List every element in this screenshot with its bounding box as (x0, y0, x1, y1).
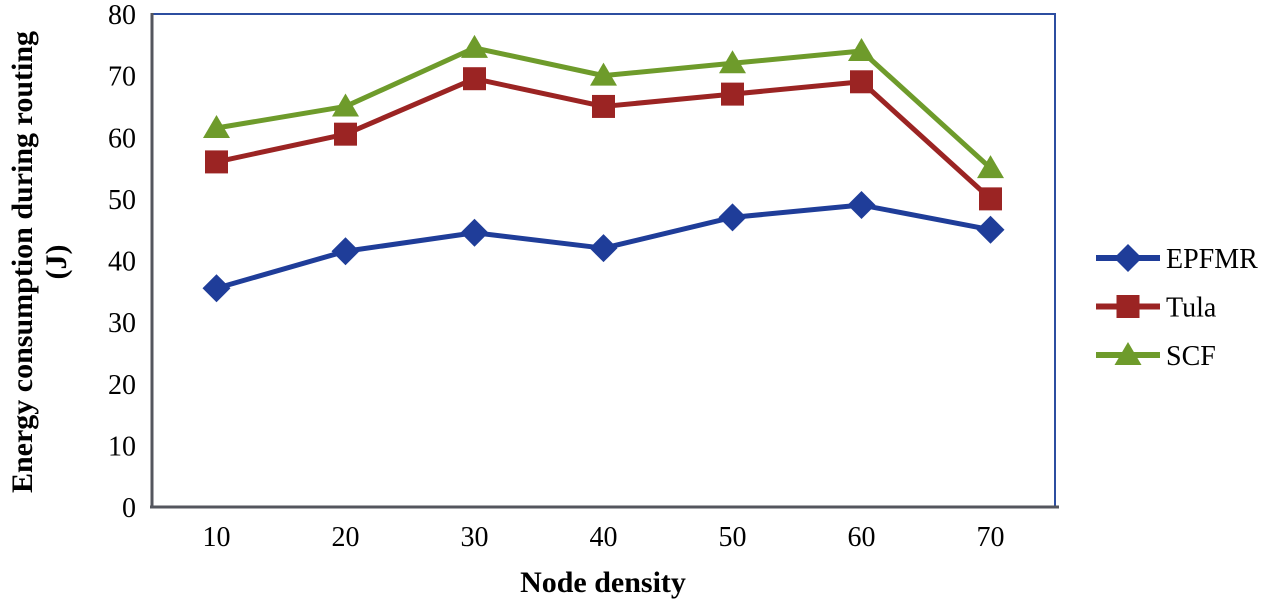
legend-marker-tula (1116, 295, 1140, 318)
x-tick-label-20: 20 (332, 522, 360, 553)
series-tula-marker (205, 150, 228, 174)
plot-area: 0 10 20 30 40 50 60 70 80 10 20 30 40 50 60 70 (108, 0, 1059, 553)
legend-marker-epfmr (1114, 244, 1142, 272)
series-scf-marker (848, 37, 875, 61)
y-tick-label-0: 0 (122, 493, 136, 524)
series-epfmr-marker (460, 218, 489, 247)
y-tick-label-50: 50 (108, 185, 136, 216)
x-tick-label-50: 50 (719, 522, 747, 553)
legend-label-scf: SCF (1166, 341, 1216, 372)
legend-label-epfmr: EPFMR (1166, 244, 1258, 275)
y-tick-label-80: 80 (108, 0, 136, 31)
series-scf-marker (719, 50, 746, 74)
series-epfmr-marker (202, 274, 231, 303)
series-scf-marker (203, 115, 230, 139)
x-tick-label-30: 30 (461, 522, 489, 553)
y-tick-label-40: 40 (108, 247, 136, 278)
legend-item-tula: Tula (1096, 293, 1217, 324)
y-axis-title-line1: Energy consumption during routing (6, 31, 39, 493)
series-epfmr-marker (976, 215, 1005, 244)
x-tick-label-70: 70 (977, 522, 1005, 553)
series-epfmr-marker (331, 237, 360, 266)
series-epfmr-marker (589, 234, 618, 263)
legend-item-epfmr: EPFMR (1096, 244, 1258, 275)
series-epfmr-marker (718, 203, 747, 232)
series-scf-marker (461, 34, 488, 58)
y-tick-label-20: 20 (108, 370, 136, 401)
series-tula-marker (334, 122, 357, 146)
x-tick-label-10: 10 (203, 522, 231, 553)
series-tula-marker (979, 187, 1002, 211)
x-tick-label-40: 40 (590, 522, 618, 553)
series-scf-marker (977, 155, 1004, 179)
series-epfmr-marker (847, 191, 876, 220)
y-tick-label-10: 10 (108, 431, 136, 462)
series-scf-marker (590, 62, 617, 86)
legend-marker-scf (1114, 342, 1142, 365)
series-scf-marker (332, 93, 359, 117)
y-tick-label-60: 60 (108, 123, 136, 154)
x-axis-title: Node density (520, 566, 686, 599)
legend-item-scf: SCF (1096, 341, 1216, 372)
series-tula-marker (463, 67, 486, 91)
y-axis-title-line2: (J) (40, 245, 73, 280)
legend: EPFMR Tula SCF (1096, 244, 1258, 372)
x-tick-label-60: 60 (848, 522, 876, 553)
series-tula (205, 67, 1002, 211)
y-tick-label-30: 30 (108, 308, 136, 339)
series-epfmr (202, 191, 1005, 303)
series-scf (203, 34, 1004, 179)
series-tula-marker (592, 94, 615, 118)
y-tick-label-70: 70 (108, 62, 136, 93)
series-tula-marker (721, 82, 744, 106)
legend-label-tula: Tula (1166, 293, 1217, 324)
series-tula-marker (850, 70, 873, 94)
